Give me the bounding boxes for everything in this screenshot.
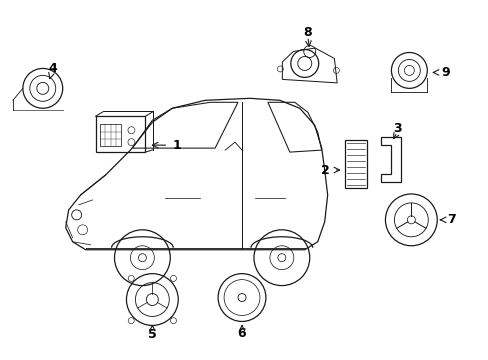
Text: 1: 1 (172, 139, 181, 152)
Text: 3: 3 (392, 122, 401, 135)
Text: 2: 2 (320, 163, 329, 176)
Text: 8: 8 (303, 26, 311, 39)
Text: 5: 5 (148, 328, 157, 341)
Text: 9: 9 (440, 66, 449, 79)
Text: 6: 6 (237, 327, 246, 340)
Text: 7: 7 (447, 213, 455, 226)
Text: 4: 4 (48, 62, 57, 75)
